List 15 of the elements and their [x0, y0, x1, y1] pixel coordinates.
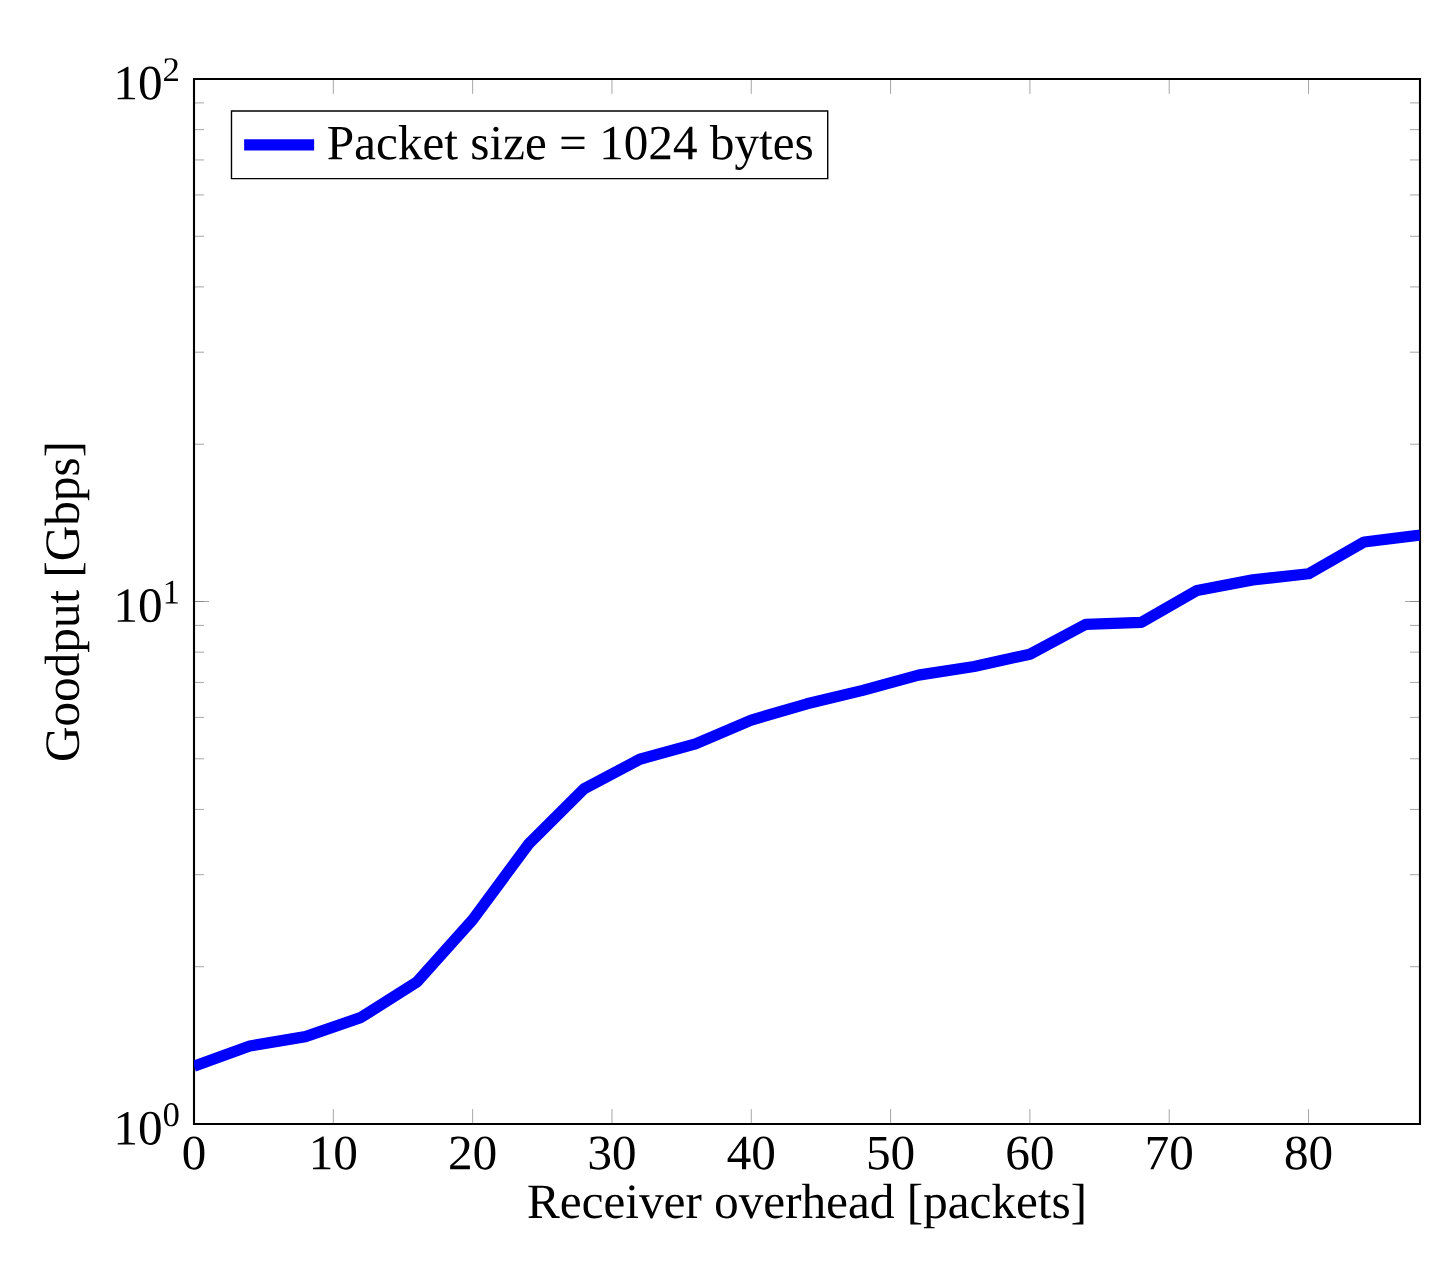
x-tick-label: 40	[727, 1136, 774, 1170]
x-axis-title: Receiver overhead [packets]	[528, 1183, 1084, 1229]
x-tick-label: 80	[1285, 1136, 1332, 1170]
y-tick-label: 10$^{1}$	[117, 580, 178, 623]
y-tick-label: 10$^{0}$	[117, 1103, 179, 1145]
x-tick-label: 10	[313, 1136, 357, 1170]
y-axis-title: Goodput [Gbps]	[44, 444, 90, 761]
x-tick-label: 60	[1007, 1136, 1053, 1170]
x-tick-label: 20	[450, 1136, 496, 1170]
x-tick-label: 50	[868, 1136, 914, 1170]
y-tick-label: 10$^{2}$	[117, 58, 178, 100]
x-tick-label: 70	[1147, 1136, 1192, 1170]
x-tick-label: 30	[589, 1136, 635, 1170]
legend-label: Packet size = 1024 bytes	[328, 125, 812, 170]
x-tick-label: 0	[183, 1136, 205, 1170]
